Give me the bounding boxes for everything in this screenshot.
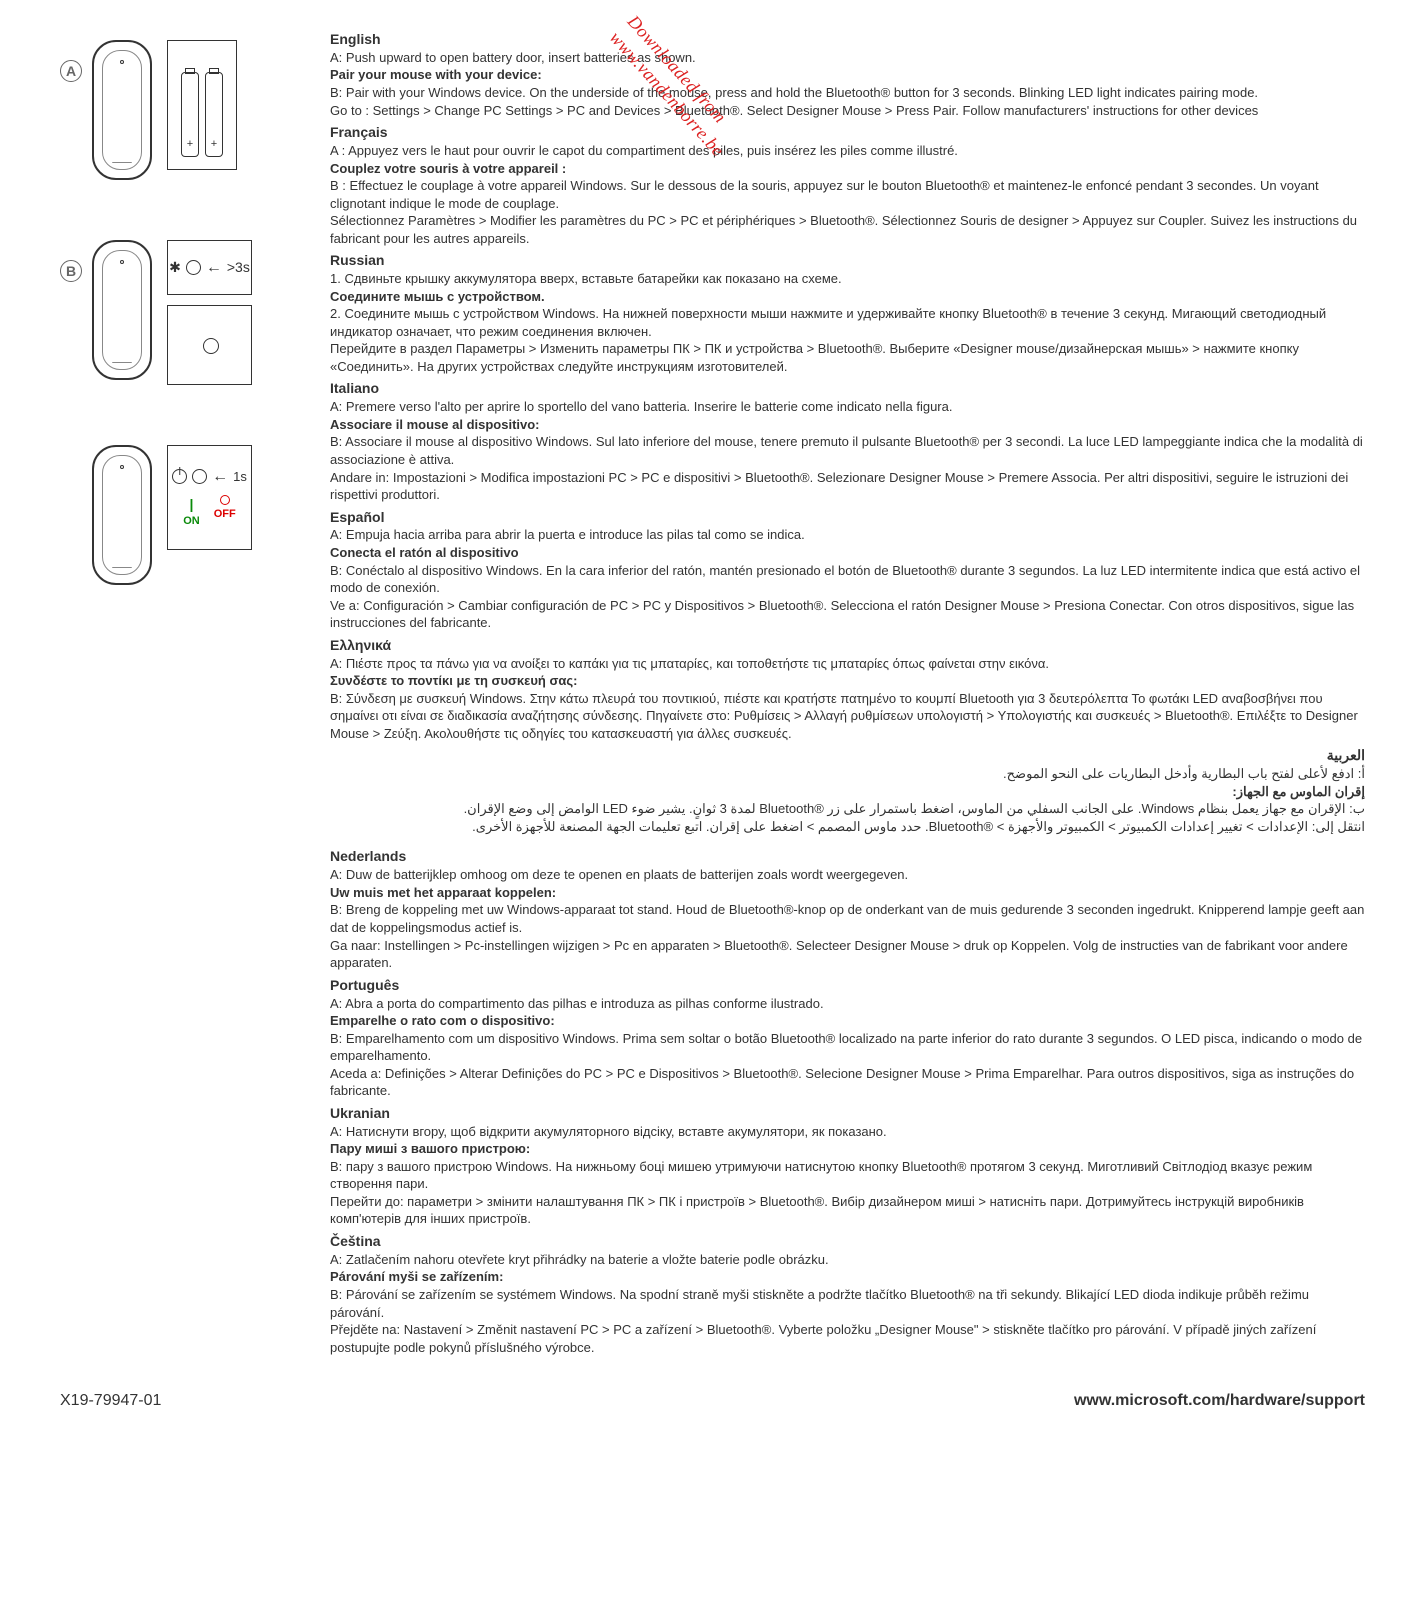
section-italiano: Italiano A: Premere verso l'alto per apr…: [330, 379, 1365, 503]
pair-subtitle: إقران الماوس مع الجهاز:: [330, 783, 1365, 801]
step-b: 2. Соедините мышь с устройством Windows.…: [330, 305, 1365, 340]
pair-subtitle: Uw muis met het apparaat koppelen:: [330, 884, 1365, 902]
button-circle-icon: [186, 260, 201, 275]
step-b: ب: الإقران مع جهاز يعمل بنظام Windows. ع…: [330, 800, 1365, 818]
label-b: B: [60, 260, 82, 282]
step-a: A: Duw de batterijklep omhoog om deze te…: [330, 866, 1365, 884]
pair-subtitle: Párování myši se zařízením:: [330, 1268, 1365, 1286]
step-c: Перейдите в раздел Параметры > Изменить …: [330, 340, 1365, 375]
step-c: Přejděte na: Nastavení > Změnit nastaven…: [330, 1321, 1365, 1356]
step-c: Go to : Settings > Change PC Settings > …: [330, 102, 1365, 120]
lang-title: Português: [330, 976, 1365, 995]
section-espanol: Español A: Empuja hacia arriba para abri…: [330, 508, 1365, 632]
step-a: Α: Πιέστε προς τα πάνω για να ανοίξει το…: [330, 655, 1365, 673]
section-english: English A: Push upward to open battery d…: [330, 30, 1365, 119]
bt-symbol-icon: ✱: [169, 258, 181, 277]
arrow-left-icon: ←: [212, 466, 228, 488]
step-b: B: Conéctalo al dispositivo Windows. En …: [330, 562, 1365, 597]
step-a: أ: ادفع لأعلى لفتح باب البطارية وأدخل ال…: [330, 765, 1365, 783]
pair-subtitle: Couplez votre souris à votre appareil :: [330, 160, 1365, 178]
lang-title: Nederlands: [330, 847, 1365, 866]
instructions-column: English A: Push upward to open battery d…: [330, 30, 1365, 1360]
section-cestina: Čeština A: Zatlačením nahoru otevřete kr…: [330, 1232, 1365, 1356]
section-nederlands: Nederlands A: Duw de batterijklep omhoog…: [330, 847, 1365, 971]
step-a: A: Premere verso l'alto per aprire lo sp…: [330, 398, 1365, 416]
off-indicator: OFF: [214, 495, 236, 529]
pair-subtitle: Associare il mouse al dispositivo:: [330, 416, 1365, 434]
on-indicator: | ON: [183, 495, 200, 529]
arrow-left-icon: ←: [206, 257, 222, 279]
bluetooth-hold-icon: ✱ ← >3s: [167, 240, 252, 295]
step-b: B: Emparelhamento com um dispositivo Win…: [330, 1030, 1365, 1065]
section-portugues: Português A: Abra a porta do compartimen…: [330, 976, 1365, 1100]
step-b: Β: Σύνδεση με συσκευή Windows. Στην κάτω…: [330, 690, 1365, 743]
label-a: A: [60, 60, 82, 82]
power-time-label: 1s: [233, 468, 247, 486]
pair-subtitle: Conecta el ratón al dispositivo: [330, 544, 1365, 562]
support-url: www.microsoft.com/hardware/support: [1074, 1390, 1365, 1412]
step-b: B : Effectuez le couplage à votre appare…: [330, 177, 1365, 212]
section-ukranian: Ukranian А: Натиснути вгору, щоб відкрит…: [330, 1104, 1365, 1228]
lang-title: English: [330, 30, 1365, 49]
step-a: A : Appuyez vers le haut pour ouvrir le …: [330, 142, 1365, 160]
part-number: X19-79947-01: [60, 1390, 161, 1412]
section-greek: Ελληνικά Α: Πιέστε προς τα πάνω για να α…: [330, 636, 1365, 743]
lang-title: Français: [330, 123, 1365, 142]
plus-icon: +: [187, 137, 193, 152]
step-a: A: Push upward to open battery door, ins…: [330, 49, 1365, 67]
power-symbol-icon: [172, 469, 187, 484]
plus-icon: +: [211, 137, 217, 152]
step-b: B: Associare il mouse al dispositivo Win…: [330, 433, 1365, 468]
step-b: B: Párování se zařízením se systémem Win…: [330, 1286, 1365, 1321]
pair-subtitle: Соедините мышь с устройством.: [330, 288, 1365, 306]
step-a: А: Натиснути вгору, щоб відкрити акумуля…: [330, 1123, 1365, 1141]
button-circle-icon: [192, 469, 207, 484]
lang-title: Italiano: [330, 379, 1365, 398]
mouse-icon: [92, 445, 152, 585]
step-c: انتقل إلى: الإعدادات > تغيير إعدادات الك…: [330, 818, 1365, 836]
lang-title: Ελληνικά: [330, 636, 1365, 655]
step-a: A: Empuja hacia arriba para abrir la pue…: [330, 526, 1365, 544]
battery-compartment-icon: + +: [167, 40, 237, 170]
led-blink-icon: [167, 305, 252, 385]
pair-subtitle: Пару миші з вашого пристрою:: [330, 1140, 1365, 1158]
step-c: Sélectionnez Paramètres > Modifier les p…: [330, 212, 1365, 247]
footer: X19-79947-01 www.microsoft.com/hardware/…: [60, 1390, 1365, 1412]
diagram-b: B ✱ ← >3s: [60, 240, 300, 385]
step-c: Andare in: Impostazioni > Modifica impos…: [330, 469, 1365, 504]
lang-title: العربية: [330, 746, 1365, 765]
step-a: 1. Сдвиньте крышку аккумулятора вверх, в…: [330, 270, 1365, 288]
lang-title: Russian: [330, 251, 1365, 270]
lang-title: Čeština: [330, 1232, 1365, 1251]
step-c: Aceda a: Definições > Alterar Definições…: [330, 1065, 1365, 1100]
pair-subtitle: Pair your mouse with your device:: [330, 66, 1365, 84]
pair-subtitle: Emparelhe o rato com o dispositivo:: [330, 1012, 1365, 1030]
hold-time-label: >3s: [227, 258, 250, 277]
step-c: Перейти до: параметри > змінити налаштув…: [330, 1193, 1365, 1228]
lang-title: Español: [330, 508, 1365, 527]
step-b: B: Pair with your Windows device. On the…: [330, 84, 1365, 102]
section-arabic: العربية أ: ادفع لأعلى لفتح باب البطارية …: [330, 746, 1365, 835]
step-a: A: Abra a porta do compartimento das pil…: [330, 995, 1365, 1013]
power-switch-icon: ← 1s | ON OFF: [167, 445, 252, 550]
pair-subtitle: Συνδέστε το ποντίκι με τη συσκευή σας:: [330, 672, 1365, 690]
mouse-icon: [92, 40, 152, 180]
mouse-icon: [92, 240, 152, 380]
lang-title: Ukranian: [330, 1104, 1365, 1123]
section-francais: Français A : Appuyez vers le haut pour o…: [330, 123, 1365, 247]
step-b: B: Breng de koppeling met uw Windows-app…: [330, 901, 1365, 936]
section-russian: Russian 1. Сдвиньте крышку аккумулятора …: [330, 251, 1365, 375]
step-b: B: пару з вашого пристрою Windows. На ни…: [330, 1158, 1365, 1193]
step-c: Ve a: Configuración > Cambiar configurac…: [330, 597, 1365, 632]
diagram-a: A + +: [60, 40, 300, 180]
step-a: A: Zatlačením nahoru otevřete kryt přihr…: [330, 1251, 1365, 1269]
step-c: Ga naar: Instellingen > Pc-instellingen …: [330, 937, 1365, 972]
diagram-column: A + + B: [60, 30, 300, 1360]
diagram-power: ← 1s | ON OFF: [60, 445, 300, 585]
